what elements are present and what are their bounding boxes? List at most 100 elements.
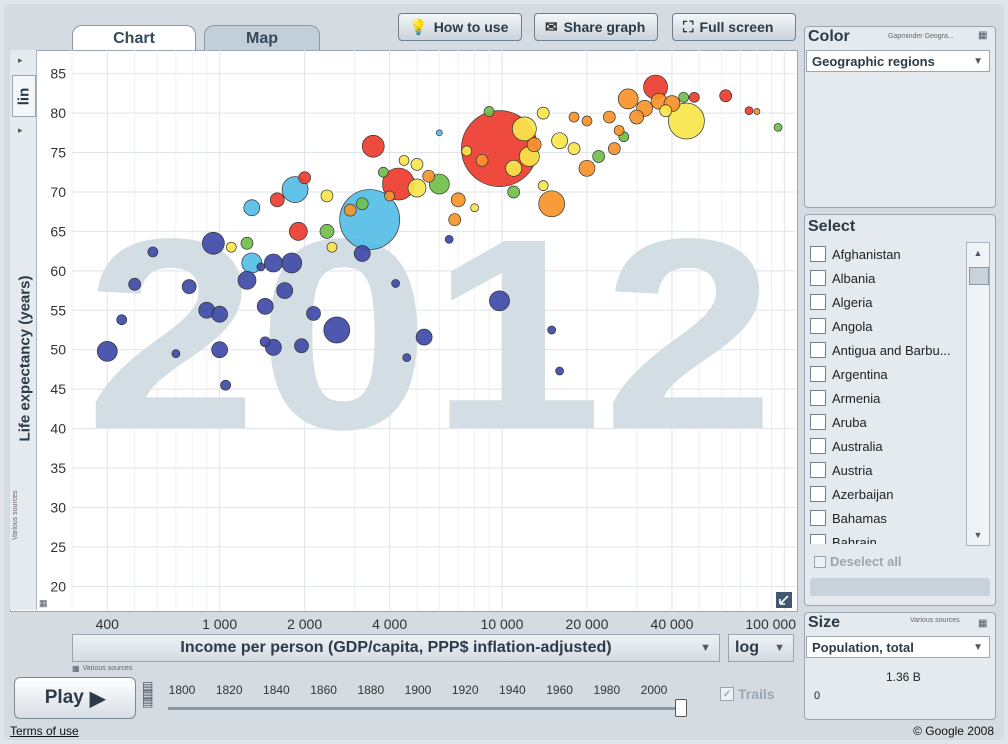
country-list-item[interactable]: Azerbaijan <box>810 482 964 506</box>
country-list-item[interactable]: Afghanistan <box>810 242 964 266</box>
country-bubble[interactable] <box>391 279 400 288</box>
country-bubble[interactable] <box>211 305 228 323</box>
country-bubble[interactable] <box>629 109 645 125</box>
color-dropdown[interactable]: Geographic regions ▼ <box>806 50 990 72</box>
country-bubble[interactable] <box>526 137 542 152</box>
country-bubble[interactable] <box>181 279 197 294</box>
country-bubble[interactable] <box>428 173 450 195</box>
country-bubble[interactable] <box>461 145 473 157</box>
speed-control[interactable]: ▤ ▤ ▤ <box>142 679 154 709</box>
zoom-corner-button[interactable] <box>776 592 792 608</box>
country-bubble[interactable] <box>237 270 257 290</box>
country-bubble[interactable] <box>256 262 266 272</box>
country-bubble[interactable] <box>298 171 311 185</box>
country-bubble[interactable] <box>688 91 700 103</box>
country-bubble[interactable] <box>306 306 321 321</box>
country-list-item[interactable]: Antigua and Barbu... <box>810 338 964 362</box>
country-bubble[interactable] <box>355 197 369 211</box>
country-bubble[interactable] <box>377 166 389 178</box>
y-indicator-expand-icon[interactable]: ▸ <box>18 125 23 135</box>
country-bubble[interactable] <box>116 314 128 326</box>
country-bubble[interactable] <box>483 106 495 117</box>
x-scale-dropdown[interactable]: log ▼ <box>728 634 794 662</box>
size-dropdown[interactable]: Population, total ▼ <box>806 636 990 658</box>
tab-map[interactable]: Map <box>204 25 320 52</box>
country-bubble[interactable] <box>719 89 733 103</box>
timeline-track[interactable] <box>168 707 684 710</box>
country-bubble[interactable] <box>507 185 521 199</box>
country-bubble[interactable] <box>326 241 338 253</box>
terms-of-use-link[interactable]: Terms of use <box>10 724 79 738</box>
country-bubble[interactable] <box>323 316 351 344</box>
x-indicator-dropdown[interactable]: Income per person (GDP/capita, PPP$ infl… <box>72 634 720 662</box>
country-bubble[interactable] <box>339 189 401 250</box>
country-checkbox[interactable] <box>810 294 826 310</box>
country-checkbox[interactable] <box>810 246 826 262</box>
country-bubble[interactable] <box>171 349 181 359</box>
country-checkbox[interactable] <box>810 390 826 406</box>
country-bubble[interactable] <box>435 129 443 137</box>
country-list-item[interactable]: Austria <box>810 458 964 482</box>
country-bubble[interactable] <box>489 290 510 312</box>
country-list-item[interactable]: Argentina <box>810 362 964 386</box>
country-bubble[interactable] <box>240 236 254 250</box>
country-bubble[interactable] <box>773 122 783 132</box>
country-list-item[interactable]: Bahrain <box>810 530 964 544</box>
country-bubble[interactable] <box>536 106 550 120</box>
country-bubble[interactable] <box>384 190 395 202</box>
country-bubble[interactable] <box>410 158 424 171</box>
country-bubble[interactable] <box>568 111 580 123</box>
deselect-checkbox[interactable] <box>814 555 826 568</box>
country-list-item[interactable]: Aruba <box>810 410 964 434</box>
share-graph-button[interactable]: ✉ Share graph <box>534 13 658 41</box>
country-checkbox[interactable] <box>810 462 826 478</box>
country-bubble[interactable] <box>744 106 754 116</box>
country-list-item[interactable]: Australia <box>810 434 964 458</box>
scrollbar-thumb[interactable] <box>969 267 989 285</box>
country-bubble[interactable] <box>505 159 523 177</box>
country-bubble[interactable] <box>551 132 568 150</box>
country-bubble[interactable] <box>613 125 625 136</box>
country-bubble[interactable] <box>276 282 294 299</box>
country-bubble[interactable] <box>361 134 385 158</box>
full-screen-button[interactable]: ⛶ Full screen <box>672 13 796 41</box>
trails-checkbox[interactable]: ✓ <box>720 687 734 701</box>
country-bubble[interactable] <box>264 253 283 273</box>
y-axis-expand-icon[interactable]: ▸ <box>18 55 23 65</box>
play-button[interactable]: Play ▶ <box>14 677 136 719</box>
country-list-item[interactable]: Angola <box>810 314 964 338</box>
country-checkbox[interactable] <box>810 534 826 544</box>
y-scale-toggle[interactable]: lin <box>12 75 36 117</box>
country-bubble[interactable] <box>220 379 231 391</box>
country-list[interactable]: Afghanistan Albania Algeria Angola Antigua a… <box>810 242 964 544</box>
country-bubble[interactable] <box>470 203 479 213</box>
country-bubble[interactable] <box>602 110 616 124</box>
country-list-item[interactable]: Armenia <box>810 386 964 410</box>
country-bubble[interactable] <box>211 341 228 359</box>
country-bubble[interactable] <box>537 180 549 192</box>
country-bubble[interactable] <box>444 234 454 244</box>
country-bubble[interactable] <box>678 91 689 103</box>
country-bubble[interactable] <box>256 297 274 315</box>
country-bubble[interactable] <box>407 178 427 198</box>
country-checkbox[interactable] <box>810 438 826 454</box>
country-checkbox[interactable] <box>810 342 826 358</box>
country-bubble[interactable] <box>668 102 705 140</box>
scroll-up-icon[interactable]: ▲ <box>973 248 983 258</box>
country-list-item[interactable]: Bahamas <box>810 506 964 530</box>
country-bubble[interactable] <box>567 142 581 155</box>
deselect-all[interactable]: Deselect all <box>814 554 902 569</box>
country-bubble[interactable] <box>243 199 261 217</box>
country-bubble[interactable] <box>555 366 564 376</box>
timeline-slider[interactable]: 1800 1820 1840 1860 1880 1900 1920 1940 1960 1980… <box>162 677 702 717</box>
country-checkbox[interactable] <box>810 414 826 430</box>
country-bubble[interactable] <box>538 190 566 218</box>
country-list-item[interactable]: Algeria <box>810 290 964 314</box>
country-bubble[interactable] <box>475 154 489 167</box>
country-bubble[interactable] <box>511 116 537 142</box>
country-checkbox[interactable] <box>810 486 826 502</box>
country-bubble[interactable] <box>96 340 118 362</box>
country-bubble[interactable] <box>398 155 410 166</box>
country-list-item[interactable]: Albania <box>810 266 964 290</box>
country-bubble[interactable] <box>343 203 357 217</box>
